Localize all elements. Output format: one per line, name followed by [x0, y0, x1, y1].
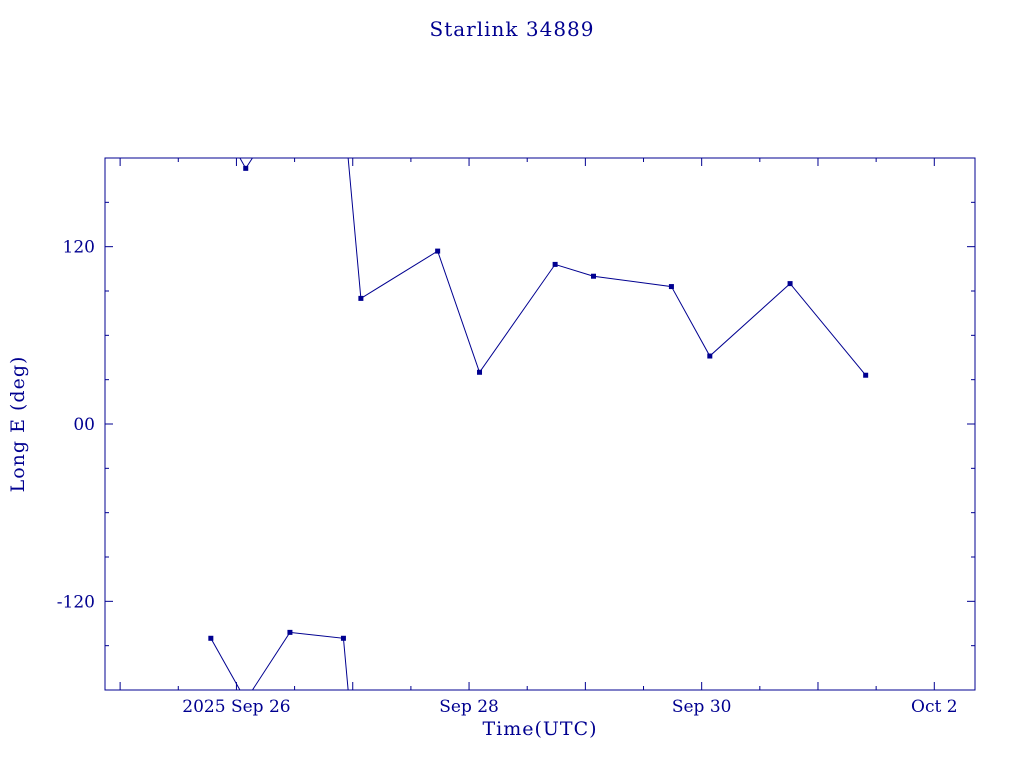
data-point-marker: [287, 629, 293, 635]
data-point-marker: [477, 369, 483, 375]
data-point-marker: [707, 353, 713, 359]
data-point-marker: [552, 261, 558, 267]
data-point-marker: [863, 372, 869, 378]
series-line: [252, 631, 349, 691]
data-point-marker: [435, 248, 441, 254]
y-tick-label: -120: [57, 592, 95, 612]
plot-area-border: [104, 157, 976, 691]
x-axis-label: Time(UTC): [482, 718, 598, 740]
series-line: [347, 157, 867, 376]
x-tick-label: Oct 2: [911, 697, 958, 717]
data-point-marker: [358, 295, 364, 301]
chart-title: Starlink 34889: [429, 17, 595, 41]
data-point-marker: [668, 284, 674, 290]
x-tick-label: Sep 28: [439, 697, 499, 717]
x-tick-label: Sep 30: [672, 697, 732, 717]
data-point-marker: [340, 635, 346, 641]
x-tick-label: 2025 Sep 26: [182, 697, 290, 717]
data-point-marker: [243, 165, 249, 171]
data-point-marker: [208, 635, 214, 641]
data-point-marker: [787, 281, 793, 287]
y-tick-label: 120: [63, 238, 95, 258]
y-axis-label: Long E (deg): [7, 355, 29, 493]
data-point-marker: [591, 273, 596, 279]
series-line: [210, 638, 241, 691]
y-tick-label: 00: [73, 415, 95, 435]
